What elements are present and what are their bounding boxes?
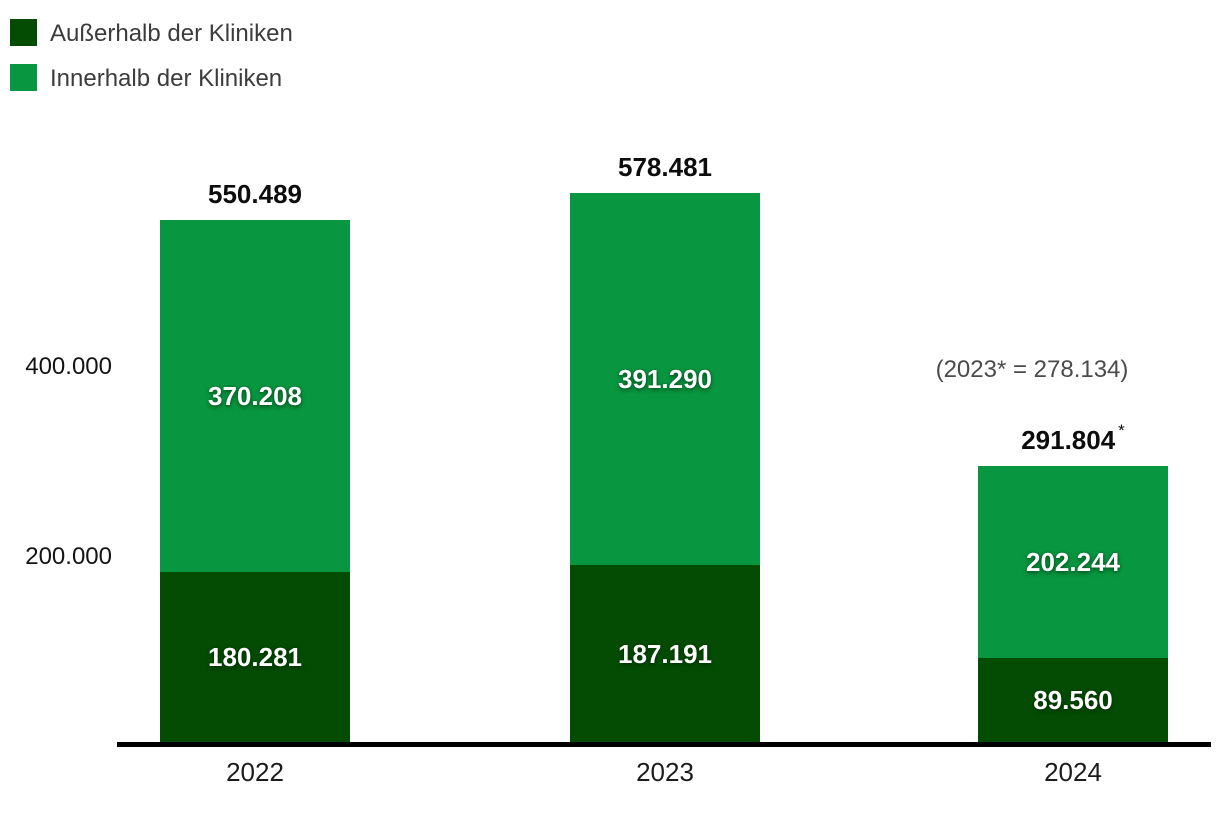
legend-label-ausserhalb: Außerhalb der Kliniken xyxy=(50,19,293,47)
legend: Außerhalb der Kliniken Innerhalb der Kli… xyxy=(10,19,293,91)
legend-swatch-innerhalb xyxy=(10,64,37,91)
x-category-label-2022: 2022 xyxy=(226,757,284,787)
segment-value-innerhalb-2022: 370.208 xyxy=(208,380,302,411)
segment-ausserhalb-2022: 180.281 xyxy=(160,571,350,743)
total-label-2023: 578.481 xyxy=(618,152,712,183)
y-tick-label-200000: 200.000 xyxy=(25,543,112,570)
x-axis-line xyxy=(117,742,1211,747)
legend-item-ausserhalb: Außerhalb der Kliniken xyxy=(10,19,293,46)
total-label-2024: 291.804 * xyxy=(1021,420,1125,455)
segment-value-ausserhalb-2023: 187.191 xyxy=(618,639,712,670)
segment-ausserhalb-2023: 187.191 xyxy=(570,565,760,743)
total-note-asterisk: * xyxy=(1118,420,1125,440)
segment-value-innerhalb-2023: 391.290 xyxy=(618,364,712,395)
segment-innerhalb-2022: 370.208 xyxy=(160,220,350,572)
bar-2022: 370.208 180.281 xyxy=(160,220,350,743)
segment-innerhalb-2024: 202.244 xyxy=(978,465,1168,658)
legend-label-innerhalb: Innerhalb der Kliniken xyxy=(50,64,283,92)
y-tick-label-400000: 400.000 xyxy=(25,353,112,380)
legend-item-innerhalb: Innerhalb der Kliniken xyxy=(10,64,293,91)
x-category-label-2023: 2023 xyxy=(636,757,694,787)
annotation-2023-note: (2023* = 278.134) xyxy=(935,356,1129,383)
total-label-2022: 550.489 xyxy=(208,179,302,210)
segment-value-innerhalb-2024: 202.244 xyxy=(1026,546,1120,577)
x-category-label-2024: 2024 xyxy=(1044,757,1102,787)
segment-ausserhalb-2024: 89.560 xyxy=(978,657,1168,743)
bar-2023: 391.290 187.191 xyxy=(570,193,760,743)
segment-value-ausserhalb-2024: 89.560 xyxy=(1033,685,1113,716)
segment-innerhalb-2023: 391.290 xyxy=(570,193,760,566)
legend-swatch-ausserhalb xyxy=(10,19,37,46)
bar-2024: 202.244 89.560 xyxy=(978,465,1168,743)
segment-value-ausserhalb-2022: 180.281 xyxy=(208,642,302,673)
